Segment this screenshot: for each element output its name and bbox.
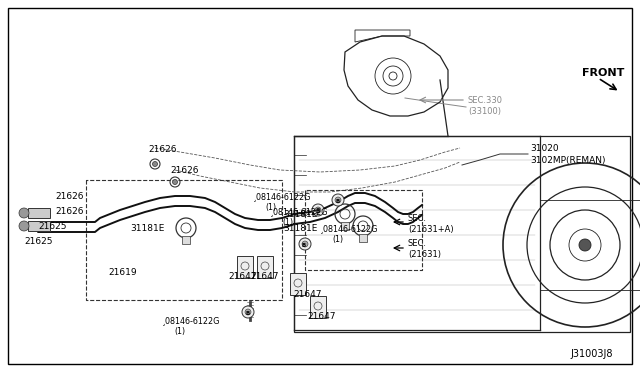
Bar bbox=[294, 136, 630, 332]
Text: B: B bbox=[335, 199, 339, 204]
Text: 31181E: 31181E bbox=[130, 224, 164, 233]
Bar bbox=[290, 273, 306, 295]
Text: B: B bbox=[245, 311, 249, 316]
Text: 21619: 21619 bbox=[108, 268, 136, 277]
Bar bbox=[237, 256, 253, 278]
Text: 21625: 21625 bbox=[24, 237, 52, 246]
Text: B: B bbox=[315, 209, 319, 214]
Text: (1): (1) bbox=[265, 203, 276, 212]
Text: (1): (1) bbox=[282, 218, 293, 227]
Circle shape bbox=[152, 161, 157, 167]
Text: 21647: 21647 bbox=[250, 272, 278, 281]
Text: 21647: 21647 bbox=[228, 272, 257, 281]
Text: (21631+A): (21631+A) bbox=[408, 225, 454, 234]
Bar bbox=[28, 221, 50, 231]
Text: 21626: 21626 bbox=[55, 192, 83, 201]
Circle shape bbox=[19, 221, 29, 231]
Bar bbox=[182, 236, 190, 244]
Circle shape bbox=[315, 207, 321, 213]
Text: SEC.: SEC. bbox=[408, 239, 427, 248]
Circle shape bbox=[332, 194, 344, 206]
Circle shape bbox=[19, 208, 29, 218]
Text: ¸08146-6122G: ¸08146-6122G bbox=[253, 192, 312, 201]
Circle shape bbox=[302, 241, 308, 247]
Circle shape bbox=[312, 204, 324, 216]
Circle shape bbox=[173, 180, 177, 185]
Bar bbox=[28, 208, 50, 218]
Bar bbox=[310, 296, 326, 318]
Text: 21626: 21626 bbox=[170, 166, 198, 175]
Circle shape bbox=[245, 309, 251, 315]
Circle shape bbox=[242, 306, 254, 318]
Text: (1): (1) bbox=[332, 235, 343, 244]
Text: B: B bbox=[302, 243, 307, 248]
Bar bbox=[257, 256, 273, 278]
Text: ¸08146-6122G: ¸08146-6122G bbox=[320, 224, 378, 233]
Text: SEC.330: SEC.330 bbox=[468, 96, 503, 105]
Text: 3102MP(REMAN): 3102MP(REMAN) bbox=[530, 156, 605, 165]
Text: 21647: 21647 bbox=[307, 312, 335, 321]
Text: 31181E: 31181E bbox=[283, 224, 317, 233]
Text: FRONT: FRONT bbox=[582, 68, 625, 78]
Text: (1): (1) bbox=[174, 327, 185, 336]
Text: 31181E: 31181E bbox=[283, 210, 317, 219]
Text: ¸08146-6122G: ¸08146-6122G bbox=[162, 316, 220, 325]
Text: 21626: 21626 bbox=[55, 207, 83, 216]
Text: SEC.: SEC. bbox=[408, 214, 427, 223]
Circle shape bbox=[579, 239, 591, 251]
Circle shape bbox=[299, 238, 311, 250]
Text: (33100): (33100) bbox=[468, 107, 501, 116]
Text: 21626: 21626 bbox=[148, 145, 177, 154]
Text: ¸08146-6122G: ¸08146-6122G bbox=[270, 207, 328, 216]
Bar bbox=[359, 234, 367, 242]
Text: 31020: 31020 bbox=[530, 144, 559, 153]
Bar bbox=[341, 222, 349, 230]
Text: (21631): (21631) bbox=[408, 250, 441, 259]
Text: 21625: 21625 bbox=[38, 222, 67, 231]
Text: 21647: 21647 bbox=[293, 290, 321, 299]
Text: J31003J8: J31003J8 bbox=[570, 349, 612, 359]
Circle shape bbox=[335, 197, 341, 203]
